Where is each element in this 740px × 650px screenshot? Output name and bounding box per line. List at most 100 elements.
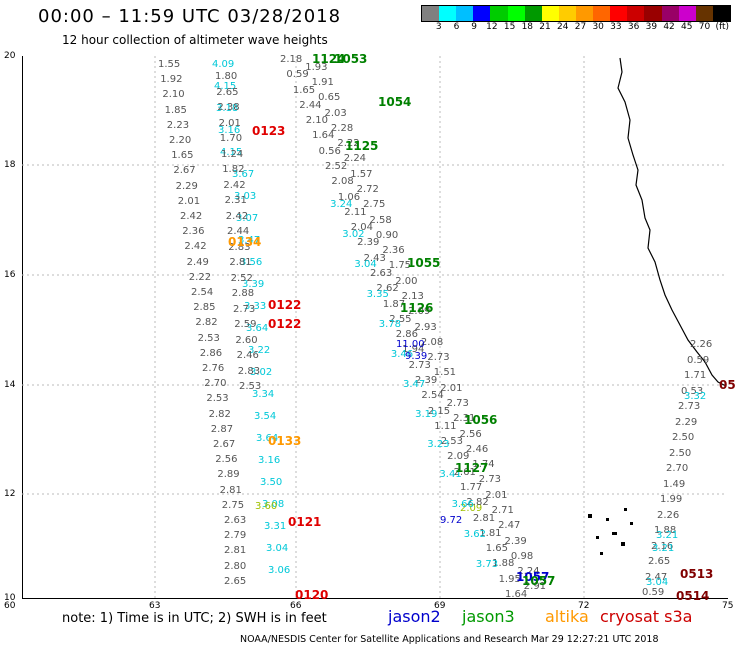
- track-b-value: 2.46: [236, 350, 259, 361]
- track-a-value: 1.85: [164, 104, 187, 116]
- track-c-cyan-value: 3.41: [439, 469, 462, 480]
- track-c-blue-value: 11.00: [396, 339, 425, 350]
- track-a-cyan-value: 3.16: [258, 455, 281, 466]
- pass-id-label: 1057: [522, 574, 556, 588]
- track-a-cyan-value: 4.15: [220, 147, 243, 158]
- track-a-value: 2.79: [224, 530, 247, 542]
- track-c-value: 2.13: [401, 290, 424, 302]
- legend-label-15: 70: [698, 22, 711, 32]
- legend-label-11: 36: [627, 22, 640, 32]
- track-a-cyan-value: 3.64: [246, 323, 269, 334]
- track-b-yellow-value: 3.60: [255, 501, 278, 512]
- satellite-legend-altika: altika: [545, 607, 589, 626]
- x-tick-75: 75: [722, 601, 734, 611]
- track-a-value: 2.75: [221, 499, 245, 511]
- track-c-value: 1.75: [388, 260, 412, 272]
- track-c-value: 2.52: [325, 161, 348, 172]
- track-c-cyan-value: 3.47: [403, 379, 426, 390]
- legend-label-3: 12: [486, 22, 498, 32]
- track-c-value: 2.73: [446, 397, 469, 409]
- x-tick-69: 69: [434, 601, 446, 611]
- track-a-value: 2.87: [210, 423, 234, 435]
- track-d-value: 0.59: [642, 587, 665, 598]
- track-c-value: 1.51: [433, 367, 457, 379]
- track-b-value: 1.82: [222, 164, 245, 175]
- pass-id-label: 05: [719, 378, 736, 392]
- pass-id-label: 1127: [455, 461, 489, 475]
- track-c-cyan-value: 3.78: [378, 319, 401, 330]
- track-a-cyan-value: 3.56: [240, 257, 263, 268]
- track-b-yellow-value: 2.09: [460, 503, 483, 514]
- legend-label-2: 9: [471, 22, 478, 32]
- x-tick-66: 66: [290, 601, 302, 611]
- track-a-value: 2.56: [215, 454, 238, 466]
- track-a-cyan-value: 3.16: [218, 125, 241, 136]
- legend-swatch-17: [712, 6, 730, 21]
- track-c-value: 2.01: [485, 489, 508, 501]
- track-a-value: 2.65: [224, 575, 247, 587]
- y-tick-10: 10: [4, 593, 16, 603]
- track-a-value: 2.10: [162, 89, 185, 101]
- legend-swatch-9: [575, 6, 594, 21]
- track-d-value: 2.50: [672, 432, 695, 443]
- track-a-value: 2.76: [202, 363, 225, 374]
- track-d-value: 2.50: [669, 447, 692, 459]
- track-c-value: 2.08: [420, 336, 444, 348]
- track-c-value: 1.93: [305, 61, 328, 73]
- track-c-value: 2.72: [356, 183, 379, 195]
- track-c-value: 2.28: [330, 122, 354, 134]
- track-d-cyan-value: 3.21: [656, 530, 679, 541]
- track-c-value: 1.11: [434, 420, 457, 432]
- track-c-value: 2.46: [465, 443, 489, 455]
- track-c-value: 2.58: [369, 214, 392, 226]
- legend-swatch-14: [661, 6, 679, 21]
- track-b-value: 2.65: [216, 86, 239, 98]
- track-d-value: 1.71: [684, 370, 707, 381]
- track-a-cyan-value: 4.09: [212, 59, 235, 70]
- track-c-value: 2.24: [517, 566, 540, 578]
- track-b-value: 2.53: [239, 381, 262, 392]
- track-d-cyan-value: 3.21: [652, 543, 675, 554]
- track-c-value: 2.56: [459, 428, 482, 440]
- track-a-value: 2.81: [224, 545, 247, 557]
- map-plot-area: [22, 56, 728, 599]
- track-c-value: 2.61: [453, 466, 476, 478]
- track-a-value: 2.22: [188, 271, 212, 283]
- track-b-value: 2.59: [234, 319, 257, 330]
- legend-swatch-10: [593, 6, 611, 21]
- track-c-value: 1.06: [337, 191, 361, 203]
- x-tick-60: 60: [4, 601, 16, 611]
- track-c-value: 2.55: [389, 313, 412, 325]
- track-d-value: 2.73: [678, 401, 701, 412]
- x-tick-72: 72: [578, 601, 590, 611]
- pass-id-label: 1124: [312, 52, 346, 66]
- track-b-value: 1.70: [219, 133, 243, 144]
- legend-swatch-3: [473, 6, 491, 21]
- track-c-value: 2.09: [408, 306, 431, 318]
- track-c-value: 2.54: [421, 390, 444, 402]
- y-tick-16: 16: [4, 270, 16, 280]
- track-a-value: 2.53: [197, 332, 220, 344]
- legend-label-10: 33: [610, 22, 622, 32]
- legend-swatch-7: [541, 6, 559, 21]
- track-c-value: 1.65: [485, 543, 508, 555]
- track-c-value: 2.91: [523, 581, 547, 593]
- track-c-value: 2.44: [299, 99, 322, 111]
- track-c-value: 1.81: [479, 527, 502, 539]
- track-a-cyan-value: 3.04: [266, 543, 289, 554]
- track-a-value: 2.29: [175, 180, 198, 192]
- track-d-value: 1.99: [660, 494, 683, 505]
- note-text: note: 1) Time is in UTC; 2) SWH is in fe…: [62, 611, 327, 626]
- track-c-cyan-value: 3.66: [451, 499, 474, 510]
- track-a-value: 2.82: [195, 317, 218, 329]
- track-c-value: 2.03: [324, 107, 347, 119]
- track-c-value: 1.64: [505, 589, 528, 600]
- track-c-value: 2.53: [440, 436, 463, 448]
- pass-id-label: 1056: [464, 413, 498, 427]
- track-a-value: 2.82: [208, 408, 231, 420]
- track-c-cyan-value: 3.62: [463, 529, 486, 540]
- track-c-value: 2.73: [427, 352, 450, 364]
- track-c-blue-value: 9.39: [405, 351, 428, 362]
- track-a-value: 2.49: [186, 256, 209, 268]
- track-b-value: 2.42: [223, 179, 246, 191]
